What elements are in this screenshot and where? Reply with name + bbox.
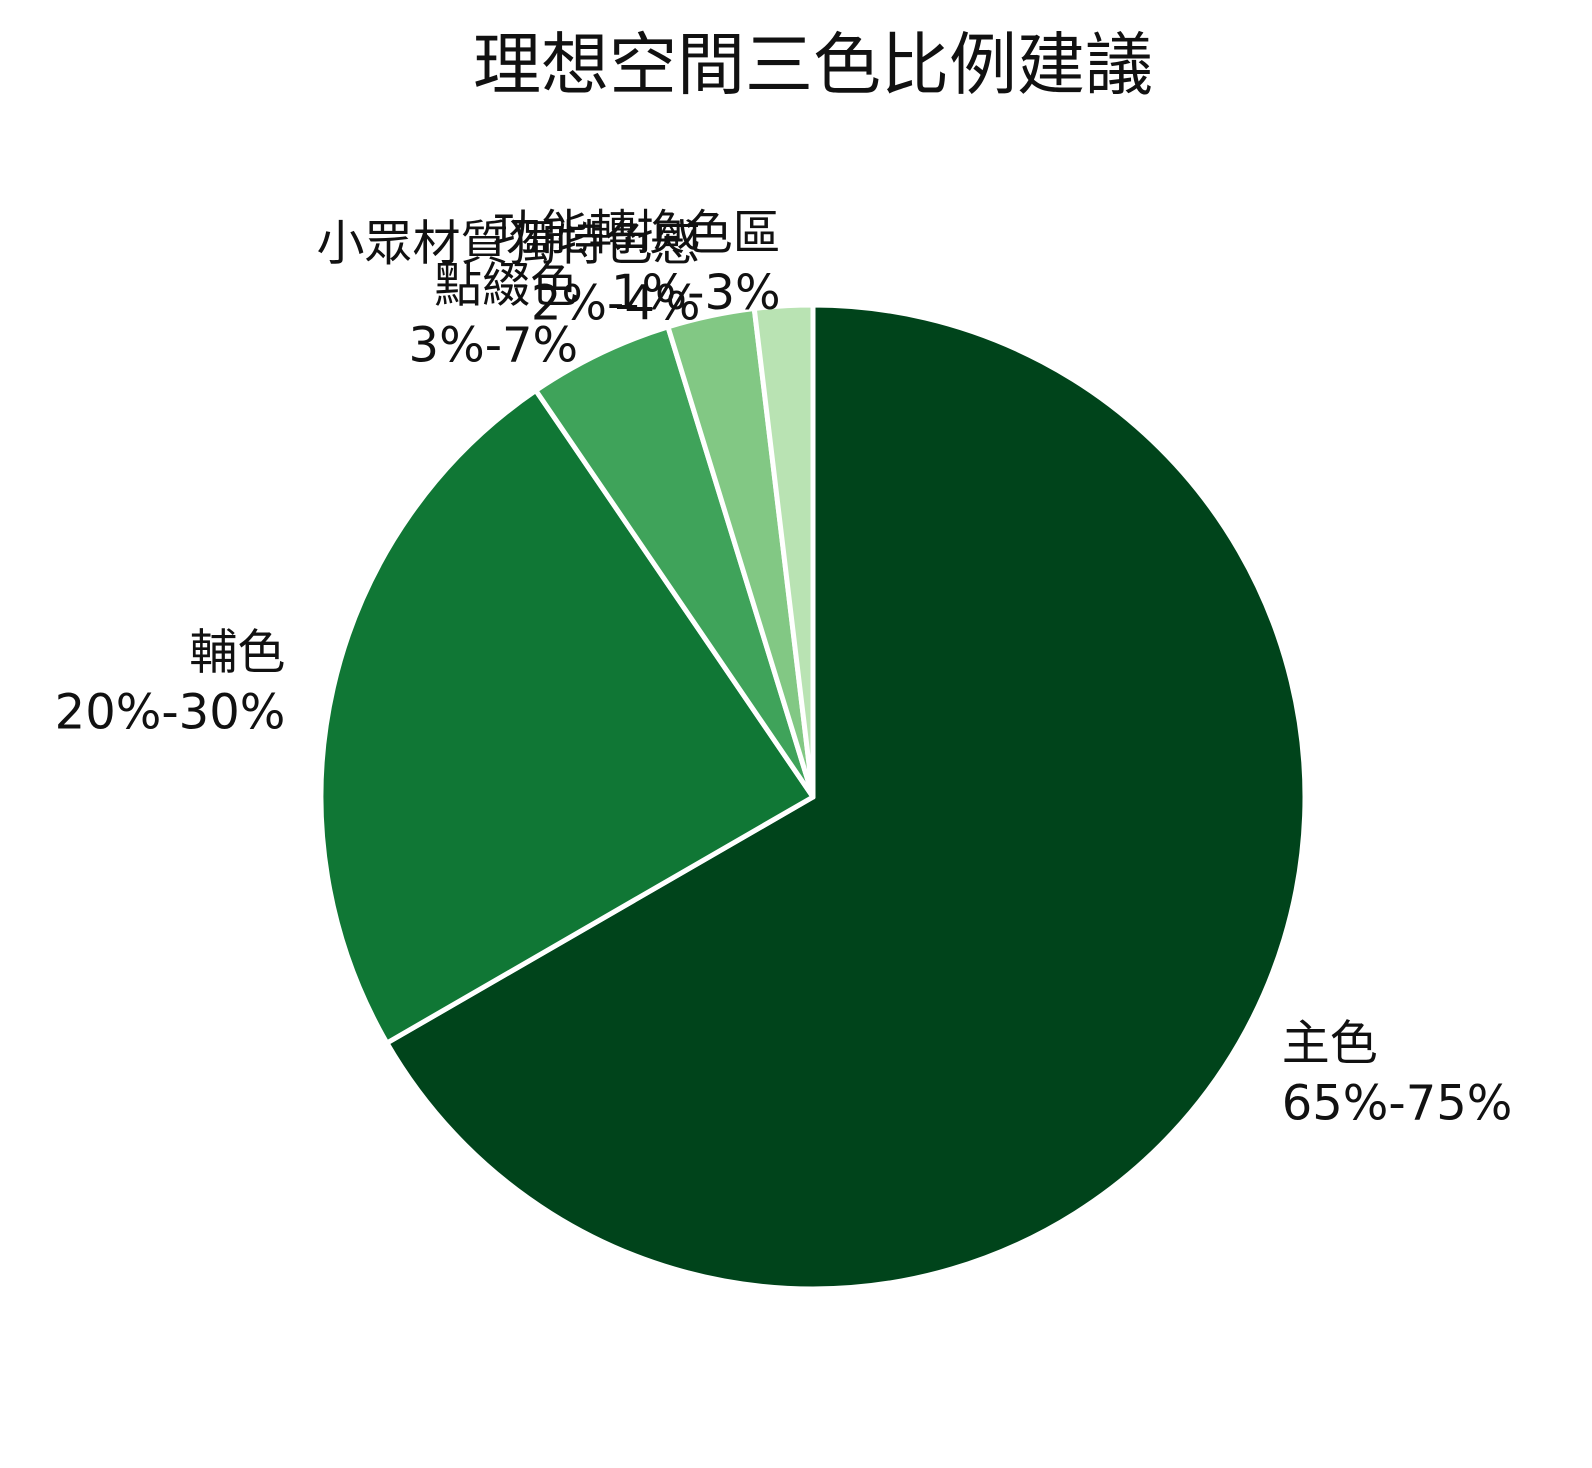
- slice-range: 65%-75%: [1282, 1076, 1513, 1132]
- slice-range: 20%-30%: [55, 685, 286, 741]
- slice-name: 點綴色: [434, 257, 578, 313]
- slice-name: 輔色: [189, 625, 285, 681]
- slice-name: 主色: [1282, 1016, 1378, 1072]
- slice-range: 2%-4%: [531, 276, 701, 332]
- pie-slice: [751, 302, 816, 800]
- slice-range: 1%-3%: [611, 265, 781, 321]
- slice-label: 功能轉換色區 1%-3%: [493, 205, 781, 321]
- pie-slice: [318, 387, 816, 1046]
- slice-name: 功能轉換色區: [493, 205, 781, 261]
- slice-label: 點綴色 3%-7%: [409, 257, 579, 373]
- chart-title: 理想空間三色比例建議: [473, 27, 1153, 106]
- slice-label: 主色 65%-75%: [1282, 1016, 1513, 1132]
- slice-label: 小眾材質獨特色感 2%-4%: [316, 216, 700, 332]
- slice-label: 輔色 20%-30%: [55, 625, 286, 741]
- slice-range: 3%-7%: [409, 317, 579, 373]
- pie-slice: [384, 302, 1308, 1292]
- slice-name: 小眾材質獨特色感: [316, 216, 700, 272]
